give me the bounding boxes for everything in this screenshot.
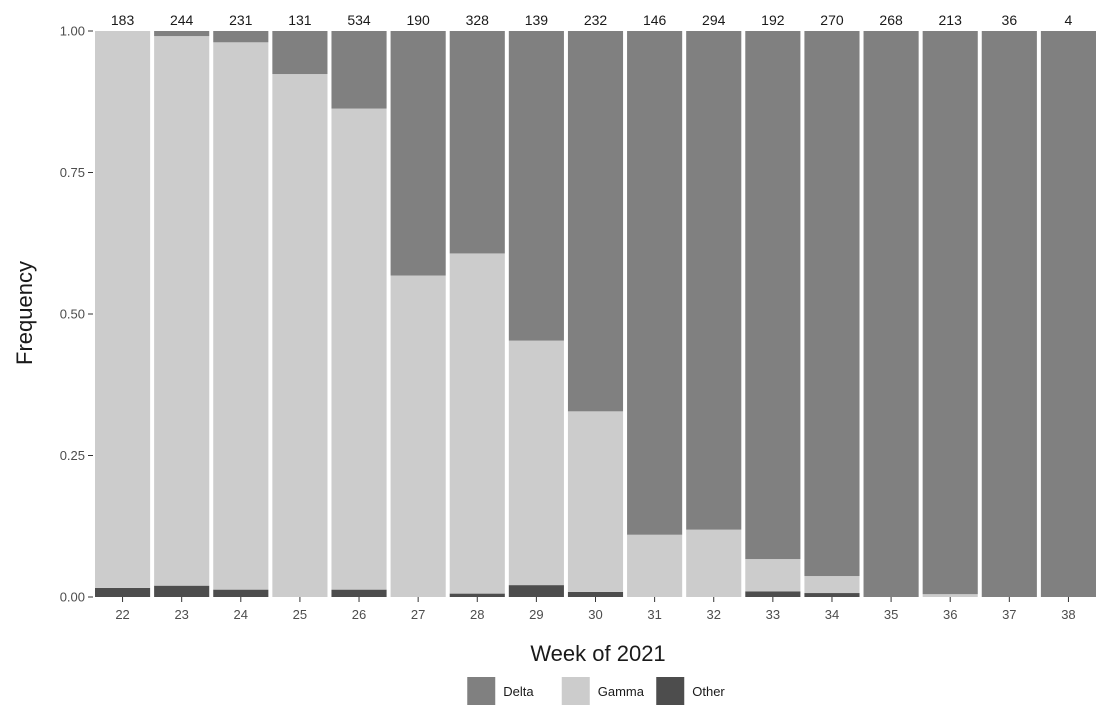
bar-count-label: 192 bbox=[761, 12, 785, 28]
bar-segment-other-week-23 bbox=[154, 585, 210, 597]
legend-label-gamma: Gamma bbox=[598, 684, 645, 699]
bar-segment-gamma-week-34 bbox=[804, 576, 860, 594]
y-tick-label: 0.00 bbox=[60, 590, 85, 605]
x-axis-title: Week of 2021 bbox=[530, 641, 665, 666]
bar-segment-other-week-22 bbox=[95, 587, 151, 597]
bar-segment-delta-week-33 bbox=[745, 31, 801, 560]
bar-segment-other-week-30 bbox=[567, 591, 624, 597]
x-tick-label: 29 bbox=[529, 607, 543, 622]
bar-count-label: 190 bbox=[406, 12, 430, 28]
bar-segment-gamma-week-24 bbox=[213, 42, 269, 590]
bar-count-label: 232 bbox=[584, 12, 608, 28]
y-tick-label: 0.25 bbox=[60, 448, 85, 463]
x-tick-label: 32 bbox=[707, 607, 721, 622]
x-tick-label: 26 bbox=[352, 607, 366, 622]
bar-segment-gamma-week-31 bbox=[627, 534, 683, 597]
y-tick-label: 0.50 bbox=[60, 307, 85, 322]
y-tick-label: 1.00 bbox=[60, 24, 85, 39]
bar-count-label: 270 bbox=[820, 12, 844, 28]
x-tick-label: 31 bbox=[647, 607, 661, 622]
bar-segment-delta-week-38 bbox=[1040, 31, 1096, 597]
bar-segment-delta-week-32 bbox=[686, 31, 742, 530]
x-axis: 22 23 24 25 26 27 28 29 30 31 32 33 34 35 36 37 38 bbox=[115, 597, 1076, 622]
bar-segment-delta-week-36 bbox=[922, 31, 978, 595]
bar-segment-gamma-week-25 bbox=[272, 74, 328, 597]
x-tick-label: 34 bbox=[825, 607, 839, 622]
y-axis: 0.00 0.25 0.50 0.75 1.00 bbox=[60, 24, 93, 605]
plot-area bbox=[95, 31, 1096, 597]
bar-segment-delta-week-26 bbox=[331, 31, 387, 109]
bar-segment-other-week-34 bbox=[804, 593, 860, 597]
x-tick-label: 28 bbox=[470, 607, 484, 622]
bar-count-label: 213 bbox=[939, 12, 963, 28]
bar-segment-delta-week-29 bbox=[508, 31, 564, 341]
legend-key-other bbox=[656, 677, 685, 705]
bar-segment-delta-week-30 bbox=[567, 31, 624, 412]
bar-segment-gamma-week-23 bbox=[154, 36, 210, 586]
y-tick-label: 0.75 bbox=[60, 165, 85, 180]
x-tick-label: 24 bbox=[234, 607, 248, 622]
bar-segment-gamma-week-30 bbox=[567, 411, 624, 592]
bar-count-label: 268 bbox=[879, 12, 903, 28]
bar-count-label: 139 bbox=[525, 12, 549, 28]
x-tick-label: 33 bbox=[766, 607, 780, 622]
bar-segment-delta-week-24 bbox=[213, 31, 269, 43]
x-tick-label: 35 bbox=[884, 607, 898, 622]
x-tick-label: 27 bbox=[411, 607, 425, 622]
x-tick-label: 37 bbox=[1002, 607, 1016, 622]
bar-segment-gamma-week-27 bbox=[390, 275, 446, 597]
legend-label-delta: Delta bbox=[503, 684, 534, 699]
bar-segment-delta-week-37 bbox=[981, 31, 1037, 597]
bar-count-label: 294 bbox=[702, 12, 726, 28]
bar-segment-other-week-33 bbox=[745, 591, 801, 597]
x-tick-label: 25 bbox=[293, 607, 307, 622]
bar-segment-other-week-29 bbox=[508, 585, 564, 597]
bar-count-label: 36 bbox=[1002, 12, 1018, 28]
bar-segment-delta-week-23 bbox=[154, 31, 210, 37]
bar-segment-delta-week-25 bbox=[272, 31, 328, 75]
bar-segment-delta-week-35 bbox=[863, 31, 919, 597]
bar-count-label: 244 bbox=[170, 12, 194, 28]
bar-segment-delta-week-31 bbox=[627, 31, 683, 535]
bar-segment-gamma-week-26 bbox=[331, 108, 387, 590]
bar-count-label: 146 bbox=[643, 12, 667, 28]
bar-segment-delta-week-28 bbox=[449, 31, 505, 254]
bar-count-label: 183 bbox=[111, 12, 135, 28]
bar-count-label: 231 bbox=[229, 12, 253, 28]
bar-segment-gamma-week-29 bbox=[508, 340, 564, 586]
bar-segment-other-week-26 bbox=[331, 589, 387, 597]
legend: Delta Gamma Other bbox=[467, 677, 725, 705]
bar-segment-gamma-week-33 bbox=[745, 559, 801, 592]
bar-segment-delta-week-27 bbox=[390, 31, 446, 276]
x-tick-label: 22 bbox=[115, 607, 129, 622]
bar-count-label: 328 bbox=[466, 12, 490, 28]
bar-segment-gamma-week-28 bbox=[449, 253, 505, 594]
bar-count-label: 4 bbox=[1065, 12, 1073, 28]
x-tick-label: 38 bbox=[1061, 607, 1075, 622]
y-axis-title: Frequency bbox=[12, 261, 37, 365]
bar-segment-gamma-week-36 bbox=[922, 594, 978, 597]
bar-count-labels: 183 244 231 131 534 190 328 139 232 146 294 192 270 2… bbox=[111, 12, 1073, 28]
legend-label-other: Other bbox=[692, 684, 725, 699]
bar-segment-delta-week-34 bbox=[804, 31, 860, 577]
bar-count-label: 131 bbox=[288, 12, 312, 28]
x-tick-label: 30 bbox=[588, 607, 602, 622]
bar-segment-other-week-28 bbox=[449, 593, 505, 597]
legend-key-delta bbox=[467, 677, 496, 705]
bar-segment-other-week-24 bbox=[213, 589, 269, 597]
x-tick-label: 23 bbox=[174, 607, 188, 622]
bar-segment-gamma-week-32 bbox=[686, 529, 742, 597]
legend-key-gamma bbox=[561, 677, 590, 705]
bar-count-label: 534 bbox=[347, 12, 371, 28]
x-tick-label: 36 bbox=[943, 607, 957, 622]
bar-segment-gamma-week-22 bbox=[95, 31, 151, 588]
